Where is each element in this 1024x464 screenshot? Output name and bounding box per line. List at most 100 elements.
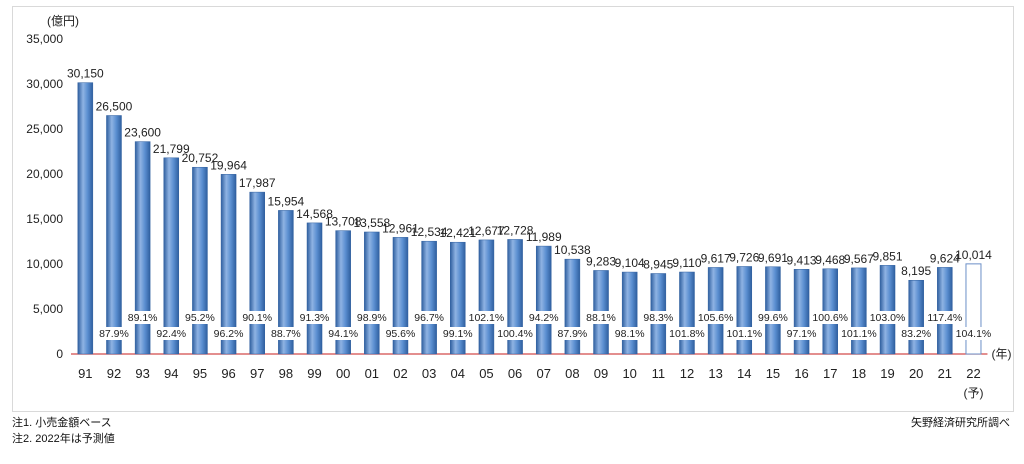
bar	[134, 141, 151, 355]
x-tick-label: 01	[365, 366, 379, 381]
x-tick-label: 11	[652, 366, 666, 381]
yoy-label-bg	[640, 311, 676, 324]
bar	[77, 82, 94, 355]
x-tick-label: 04	[451, 366, 465, 381]
value-label: 8,945	[643, 257, 673, 271]
value-label: 10,538	[554, 243, 591, 257]
x-tick-label: 05	[479, 366, 493, 381]
y-tick-label: 10,000	[26, 257, 63, 271]
yoy-label: 105.6%	[698, 312, 734, 324]
yoy-label: 101.1%	[726, 328, 762, 340]
yoy-label: 100.4%	[497, 328, 533, 340]
bar	[421, 240, 437, 355]
x-tick-label: 92	[107, 366, 121, 381]
yoy-label-bg	[153, 327, 189, 340]
bar	[621, 271, 638, 355]
value-label: 26,500	[96, 100, 133, 114]
yoy-label-bg	[297, 311, 333, 324]
yoy-label-bg	[268, 327, 304, 340]
value-label: 9,104	[615, 256, 645, 270]
value-label: 12,677	[468, 224, 505, 238]
x-tick-label: 97	[250, 366, 264, 381]
x-tick-label: 10	[622, 366, 636, 381]
x-tick-label: 21	[938, 366, 952, 381]
yoy-label-bg	[838, 327, 880, 340]
value-label: 9,110	[672, 256, 701, 270]
chart-frame: (億円) 0 5,000 10,000 15,000 20,000 25,000 30,000…	[12, 6, 1014, 412]
yoy-label-bg	[96, 327, 132, 340]
value-label: 13,708	[325, 215, 362, 229]
yoy-label: 101.8%	[669, 328, 705, 340]
bar	[163, 157, 180, 355]
y-tick-label: 35,000	[26, 32, 63, 46]
yoy-label: 94.1%	[328, 328, 358, 340]
yoy-label: 87.9%	[557, 328, 587, 340]
value-label: 9,567	[844, 252, 874, 266]
yoy-label: 88.1%	[586, 312, 616, 324]
yoy-label: 90.1%	[242, 312, 272, 324]
value-label: 8,195	[901, 264, 931, 278]
x-unit-label: (年)	[991, 347, 1011, 361]
bar	[851, 267, 867, 355]
bar	[192, 166, 208, 355]
bar	[937, 267, 953, 355]
yoy-label-bg	[784, 327, 820, 340]
x-tick-label: 95	[193, 366, 207, 381]
bar-chart: (億円) 0 5,000 10,000 15,000 20,000 25,000 30,000…	[26, 14, 1011, 400]
value-label: 30,150	[67, 67, 104, 81]
yoy-label: 103.0%	[870, 312, 906, 324]
value-label: 9,468	[815, 253, 845, 267]
x-tick-label: 14	[737, 366, 751, 381]
yoy-label-bg	[354, 311, 390, 324]
yoy-label-bg	[440, 327, 476, 340]
bar	[679, 271, 695, 355]
yoy-label: 102.1%	[469, 312, 505, 324]
yoy-label: 98.9%	[357, 312, 387, 324]
bar	[507, 239, 523, 355]
value-label: 9,851	[873, 249, 903, 263]
x-tick-label: 19	[880, 366, 894, 381]
yoy-label-bg	[666, 327, 708, 340]
x-tick-label: 09	[594, 366, 608, 381]
yoy-label: 87.9%	[99, 328, 129, 340]
bar	[392, 237, 409, 355]
x-tick-label: 99	[307, 366, 321, 381]
x-tick-label: 16	[794, 366, 808, 381]
yoy-label-bg	[526, 311, 562, 324]
y-tick-label: 0	[56, 347, 63, 361]
yoy-label: 92.4%	[156, 328, 186, 340]
x-tick-label: 91	[78, 366, 92, 381]
yoy-label-bg	[723, 327, 765, 340]
yoy-label: 101.1%	[841, 328, 877, 340]
x-tick-label: 12	[680, 366, 694, 381]
value-label: 17,987	[239, 176, 276, 190]
yoy-label: 88.7%	[271, 328, 301, 340]
bar	[736, 266, 753, 355]
value-label: 12,421	[439, 226, 476, 240]
x-tick-label: 18	[852, 366, 866, 381]
yoy-label: 95.2%	[185, 312, 215, 324]
bar	[249, 191, 265, 355]
value-label: 11,989	[526, 230, 562, 244]
y-tick-label: 30,000	[26, 77, 63, 91]
value-label: 21,799	[153, 142, 190, 156]
yoy-label-bg	[952, 327, 995, 340]
value-label: 9,413	[787, 253, 817, 267]
yoy-label: 100.6%	[812, 312, 848, 324]
yoy-label: 117.4%	[927, 312, 962, 324]
value-label: 19,964	[210, 158, 247, 172]
bar	[908, 279, 924, 355]
value-label: 9,726	[729, 250, 759, 264]
y-tick-label: 20,000	[26, 167, 63, 181]
x-tick-label: 13	[708, 366, 722, 381]
yoy-label-bg	[325, 327, 361, 340]
yoy-label-bg	[695, 311, 737, 324]
yoy-label: 89.1%	[128, 312, 158, 324]
x-tick-label: 96	[221, 366, 235, 381]
x-tick-label: 07	[536, 366, 550, 381]
yoy-label: 83.2%	[901, 328, 931, 340]
bar	[879, 265, 896, 355]
x-tick-label: 02	[393, 366, 407, 381]
yoy-label: 98.3%	[643, 312, 673, 324]
x-tick-label: 22	[966, 366, 980, 381]
